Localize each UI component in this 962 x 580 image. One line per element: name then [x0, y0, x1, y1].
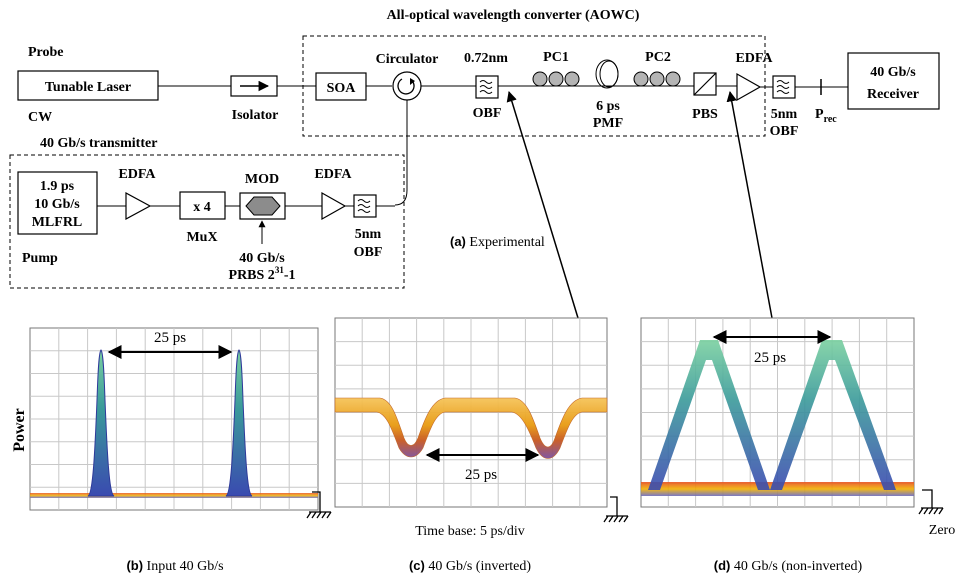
probe-title: Probe: [28, 45, 64, 60]
cw-label: CW: [28, 110, 52, 125]
pc1-label: PC1: [543, 50, 569, 65]
receiver-box: 40 Gb/s Receiver: [847, 52, 940, 110]
mux-label: MuX: [186, 230, 217, 245]
obf1-label: OBF: [473, 106, 502, 121]
soa-box: SOA: [315, 72, 367, 101]
circulator-icon: [392, 71, 422, 101]
timebase-label: Time base: 5 ps/div: [415, 524, 525, 539]
modulator-icon: [239, 192, 286, 220]
transmitter-frame: [9, 154, 405, 289]
pointer-arrow-c: [506, 90, 579, 319]
pbs-icon: [693, 72, 717, 96]
svg-text:40 Gb/s: 40 Gb/s: [870, 65, 916, 80]
pc2-label: PC2: [645, 50, 671, 65]
ground-icon-c: [603, 496, 629, 523]
pbs-label: PBS: [692, 107, 718, 122]
isolator-box: [230, 75, 278, 97]
edfa2-label: EDFA: [314, 167, 352, 182]
edfa-out-icon: [736, 72, 762, 102]
obf-out-bw: 5nm: [771, 107, 798, 122]
edfa-out-label: EDFA: [735, 51, 773, 66]
panel-d-interval: 25 ps: [754, 350, 786, 366]
svg-text:Receiver: Receiver: [867, 87, 919, 102]
caption-d: (d) 40 Gb/s (non-inverted): [714, 558, 863, 574]
obf-out-filter-icon: [772, 75, 796, 99]
pmf-line2: PMF: [593, 116, 623, 131]
aowc-title: All-optical wavelength converter (AOWC): [387, 8, 640, 23]
svg-text:x 4: x 4: [193, 200, 211, 215]
caption-c: (c) 40 Gb/s (inverted): [409, 558, 531, 574]
prbs-pattern: PRBS 231-1: [229, 265, 296, 283]
caption-a: (a) Experimental: [450, 234, 545, 250]
pc2-icon: [633, 71, 681, 87]
transmitter-title: 40 Gb/s transmitter: [40, 136, 157, 151]
caption-b: (b) Input 40 Gb/s: [126, 558, 223, 574]
scope-panel-c: [334, 317, 608, 508]
circulator-label: Circulator: [376, 52, 439, 67]
prec-label: Prec: [815, 107, 837, 125]
obf1-filter-icon: [475, 75, 499, 99]
pump-label: Pump: [22, 251, 58, 266]
tx-obf-bw: 5nm: [355, 227, 382, 242]
edfa1-icon: [125, 191, 152, 221]
mlfrl-box: 1.9 ps 10 Gb/s MLFRL: [17, 171, 98, 235]
scope-panel-d: [640, 317, 915, 508]
svg-text:1.9 ps: 1.9 ps: [40, 179, 75, 194]
prbs-rate: 40 Gb/s: [239, 251, 285, 266]
pc1-icon: [532, 71, 580, 87]
ground-icon-b: [306, 491, 332, 519]
svg-text:10 Gb/s: 10 Gb/s: [34, 197, 80, 212]
pmf-line1: 6 ps: [596, 99, 620, 114]
panel-b-interval: 25 ps: [154, 330, 186, 346]
svg-text:SOA: SOA: [327, 81, 357, 96]
mod-label: MOD: [245, 172, 279, 187]
isolator-label: Isolator: [232, 108, 279, 123]
edfa2-icon: [321, 191, 347, 221]
tunable-laser-box: Tunable Laser: [17, 70, 159, 101]
tx-obf-label: OBF: [354, 245, 383, 260]
svg-text:Tunable Laser: Tunable Laser: [45, 80, 131, 95]
obf-out-label: OBF: [770, 124, 799, 139]
panel-b-ylabel: Power: [11, 408, 28, 452]
svg-text:MLFRL: MLFRL: [32, 215, 83, 230]
edfa1-label: EDFA: [118, 167, 156, 182]
zero-label: Zero: [929, 523, 955, 538]
panel-c-interval: 25 ps: [465, 467, 497, 483]
pointer-arrow-d: [726, 90, 773, 319]
scope-panel-b: [29, 327, 319, 511]
pmf-coil-icon: [595, 59, 620, 89]
mux-box: x 4: [179, 191, 226, 220]
tx-obf-filter-icon: [353, 194, 377, 218]
ground-icon-d: [918, 489, 944, 515]
obf1-bw: 0.72nm: [464, 51, 508, 66]
